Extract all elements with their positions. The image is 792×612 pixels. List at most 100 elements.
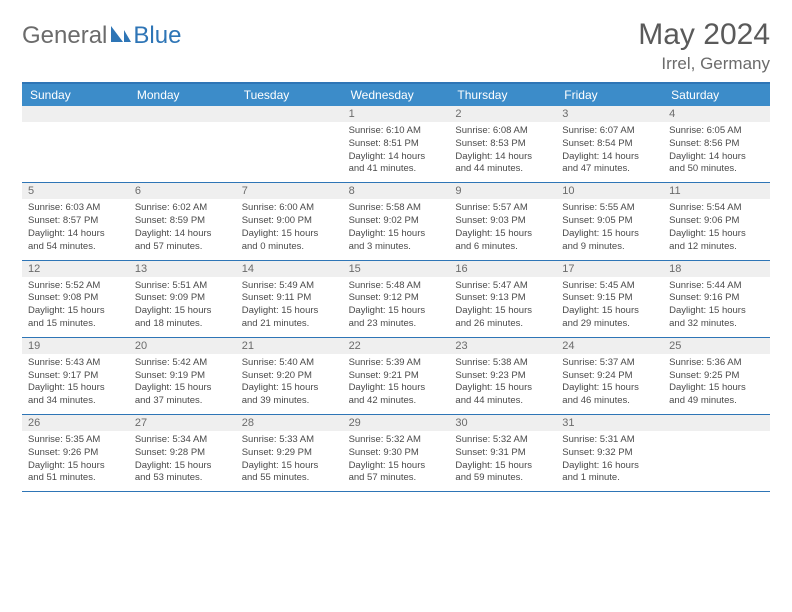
day-line: Sunrise: 5:57 AM bbox=[455, 202, 550, 215]
day-line: Sunset: 9:31 PM bbox=[455, 447, 550, 460]
day-line: Sunset: 9:15 PM bbox=[562, 292, 657, 305]
day-line: Sunset: 9:28 PM bbox=[135, 447, 230, 460]
day-data: Sunrise: 5:42 AMSunset: 9:19 PMDaylight:… bbox=[129, 354, 236, 414]
day-data: Sunrise: 5:36 AMSunset: 9:25 PMDaylight:… bbox=[663, 354, 770, 414]
calendar-cell: 22Sunrise: 5:39 AMSunset: 9:21 PMDayligh… bbox=[343, 338, 450, 414]
day-data: Sunrise: 5:54 AMSunset: 9:06 PMDaylight:… bbox=[663, 199, 770, 259]
day-line: Sunrise: 5:42 AM bbox=[135, 357, 230, 370]
day-line: and 18 minutes. bbox=[135, 318, 230, 331]
day-line: Sunset: 9:24 PM bbox=[562, 370, 657, 383]
day-line: Sunrise: 5:44 AM bbox=[669, 280, 764, 293]
day-data: Sunrise: 5:57 AMSunset: 9:03 PMDaylight:… bbox=[449, 199, 556, 259]
day-line: Sunrise: 5:39 AM bbox=[349, 357, 444, 370]
day-line: Sunset: 9:02 PM bbox=[349, 215, 444, 228]
day-line: Sunrise: 6:07 AM bbox=[562, 125, 657, 138]
day-number: 8 bbox=[343, 183, 450, 199]
location: Irrel, Germany bbox=[638, 54, 770, 74]
day-line: Daylight: 15 hours bbox=[562, 228, 657, 241]
calendar-cell bbox=[236, 106, 343, 182]
day-line: and 46 minutes. bbox=[562, 395, 657, 408]
day-data: Sunrise: 6:10 AMSunset: 8:51 PMDaylight:… bbox=[343, 122, 450, 182]
day-line: and 37 minutes. bbox=[135, 395, 230, 408]
calendar-cell: 23Sunrise: 5:38 AMSunset: 9:23 PMDayligh… bbox=[449, 338, 556, 414]
calendar-cell: 29Sunrise: 5:32 AMSunset: 9:30 PMDayligh… bbox=[343, 415, 450, 491]
day-line: Sunrise: 5:35 AM bbox=[28, 434, 123, 447]
day-line: Daylight: 16 hours bbox=[562, 460, 657, 473]
day-line: Daylight: 15 hours bbox=[455, 382, 550, 395]
day-line: Sunrise: 5:34 AM bbox=[135, 434, 230, 447]
day-line: Daylight: 15 hours bbox=[669, 305, 764, 318]
month-title: May 2024 bbox=[638, 18, 770, 52]
day-line: and 50 minutes. bbox=[669, 163, 764, 176]
day-line: and 47 minutes. bbox=[562, 163, 657, 176]
day-line: and 6 minutes. bbox=[455, 241, 550, 254]
day-number: 19 bbox=[22, 338, 129, 354]
day-number: 16 bbox=[449, 261, 556, 277]
day-line: Sunset: 9:00 PM bbox=[242, 215, 337, 228]
day-number bbox=[236, 106, 343, 122]
day-number: 14 bbox=[236, 261, 343, 277]
day-line: Sunrise: 6:10 AM bbox=[349, 125, 444, 138]
day-data: Sunrise: 5:31 AMSunset: 9:32 PMDaylight:… bbox=[556, 431, 663, 491]
day-line: Sunset: 9:26 PM bbox=[28, 447, 123, 460]
day-number: 13 bbox=[129, 261, 236, 277]
day-line: Sunset: 9:12 PM bbox=[349, 292, 444, 305]
calendar-cell: 27Sunrise: 5:34 AMSunset: 9:28 PMDayligh… bbox=[129, 415, 236, 491]
dayheader: Tuesday bbox=[236, 84, 343, 106]
day-line: Sunrise: 5:58 AM bbox=[349, 202, 444, 215]
day-data: Sunrise: 5:47 AMSunset: 9:13 PMDaylight:… bbox=[449, 277, 556, 337]
day-data: Sunrise: 5:34 AMSunset: 9:28 PMDaylight:… bbox=[129, 431, 236, 491]
day-number: 17 bbox=[556, 261, 663, 277]
day-line: Daylight: 15 hours bbox=[349, 382, 444, 395]
day-line: and 9 minutes. bbox=[562, 241, 657, 254]
day-line: Sunset: 8:59 PM bbox=[135, 215, 230, 228]
calendar-cell: 5Sunrise: 6:03 AMSunset: 8:57 PMDaylight… bbox=[22, 183, 129, 259]
day-line: and 21 minutes. bbox=[242, 318, 337, 331]
day-line: Sunrise: 5:36 AM bbox=[669, 357, 764, 370]
day-line: and 53 minutes. bbox=[135, 472, 230, 485]
day-data: Sunrise: 6:05 AMSunset: 8:56 PMDaylight:… bbox=[663, 122, 770, 182]
day-number: 28 bbox=[236, 415, 343, 431]
day-number: 24 bbox=[556, 338, 663, 354]
day-line: Daylight: 15 hours bbox=[135, 305, 230, 318]
day-number: 27 bbox=[129, 415, 236, 431]
day-line: and 1 minute. bbox=[562, 472, 657, 485]
day-number: 29 bbox=[343, 415, 450, 431]
day-line: and 49 minutes. bbox=[669, 395, 764, 408]
calendar-cell: 14Sunrise: 5:49 AMSunset: 9:11 PMDayligh… bbox=[236, 261, 343, 337]
day-number: 25 bbox=[663, 338, 770, 354]
calendar-cell: 16Sunrise: 5:47 AMSunset: 9:13 PMDayligh… bbox=[449, 261, 556, 337]
day-line: Sunset: 8:54 PM bbox=[562, 138, 657, 151]
calendar-cell: 8Sunrise: 5:58 AMSunset: 9:02 PMDaylight… bbox=[343, 183, 450, 259]
dayheader: Monday bbox=[129, 84, 236, 106]
calendar-cell: 6Sunrise: 6:02 AMSunset: 8:59 PMDaylight… bbox=[129, 183, 236, 259]
day-line: and 44 minutes. bbox=[455, 395, 550, 408]
day-line: Daylight: 14 hours bbox=[455, 151, 550, 164]
day-line: Daylight: 15 hours bbox=[28, 305, 123, 318]
day-data: Sunrise: 5:37 AMSunset: 9:24 PMDaylight:… bbox=[556, 354, 663, 414]
calendar-cell: 18Sunrise: 5:44 AMSunset: 9:16 PMDayligh… bbox=[663, 261, 770, 337]
day-line: Daylight: 15 hours bbox=[669, 382, 764, 395]
day-line: Sunrise: 6:05 AM bbox=[669, 125, 764, 138]
day-line: and 44 minutes. bbox=[455, 163, 550, 176]
calendar-cell: 25Sunrise: 5:36 AMSunset: 9:25 PMDayligh… bbox=[663, 338, 770, 414]
header: General Blue May 2024 Irrel, Germany bbox=[22, 18, 770, 74]
day-data: Sunrise: 5:44 AMSunset: 9:16 PMDaylight:… bbox=[663, 277, 770, 337]
calendar-cell bbox=[22, 106, 129, 182]
day-number: 21 bbox=[236, 338, 343, 354]
dayheader: Wednesday bbox=[343, 84, 450, 106]
day-number: 15 bbox=[343, 261, 450, 277]
dayheader-row: SundayMondayTuesdayWednesdayThursdayFrid… bbox=[22, 84, 770, 106]
calendar-cell: 11Sunrise: 5:54 AMSunset: 9:06 PMDayligh… bbox=[663, 183, 770, 259]
day-data: Sunrise: 5:35 AMSunset: 9:26 PMDaylight:… bbox=[22, 431, 129, 491]
day-number bbox=[129, 106, 236, 122]
day-line: Sunset: 9:29 PM bbox=[242, 447, 337, 460]
day-line: Sunset: 9:32 PM bbox=[562, 447, 657, 460]
day-line: Daylight: 15 hours bbox=[669, 228, 764, 241]
day-data: Sunrise: 5:49 AMSunset: 9:11 PMDaylight:… bbox=[236, 277, 343, 337]
day-data: Sunrise: 5:40 AMSunset: 9:20 PMDaylight:… bbox=[236, 354, 343, 414]
day-data: Sunrise: 5:32 AMSunset: 9:30 PMDaylight:… bbox=[343, 431, 450, 491]
day-line: Daylight: 15 hours bbox=[28, 460, 123, 473]
day-line: Sunset: 8:57 PM bbox=[28, 215, 123, 228]
calendar-cell: 1Sunrise: 6:10 AMSunset: 8:51 PMDaylight… bbox=[343, 106, 450, 182]
